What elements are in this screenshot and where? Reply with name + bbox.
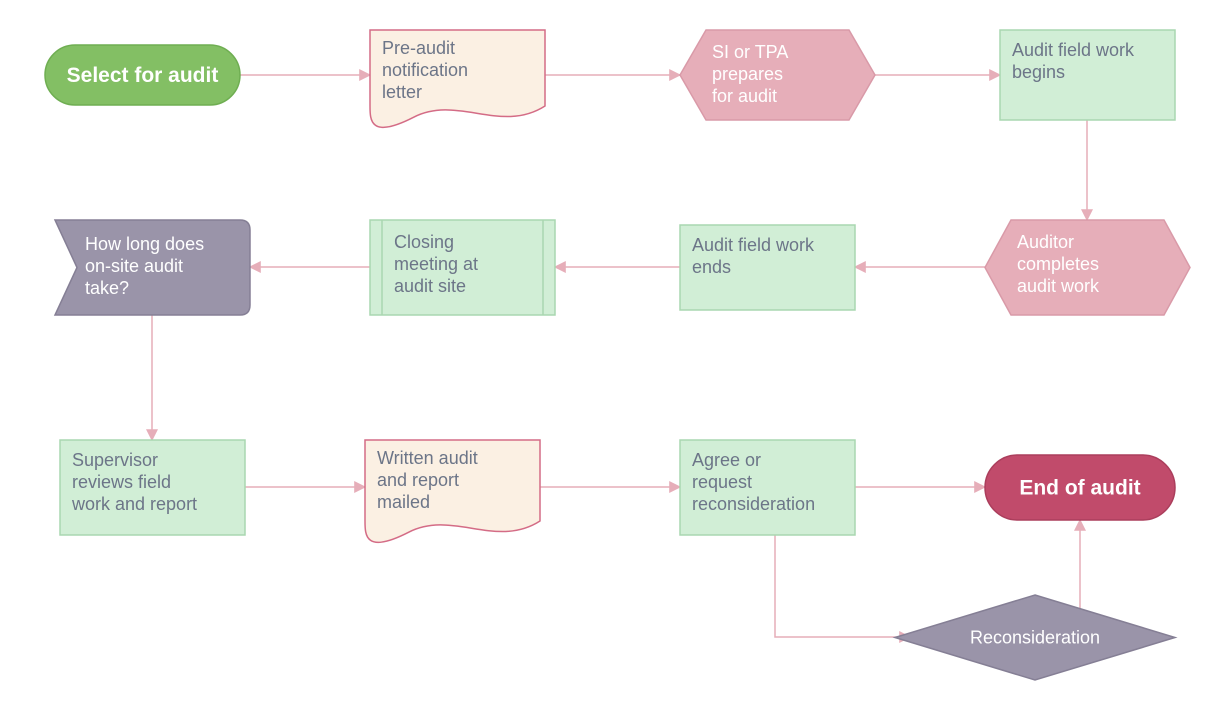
node-n7: Closingmeeting ataudit site bbox=[370, 220, 555, 315]
edge-n11-n12 bbox=[775, 535, 910, 637]
flowchart-canvas: Select for audit Pre-auditnotificationlet… bbox=[0, 0, 1216, 721]
node-n8: How long doeson-site audittake? bbox=[55, 220, 250, 315]
svg-text:Select for audit: Select for audit bbox=[67, 64, 219, 87]
svg-text:End of audit: End of audit bbox=[1019, 477, 1140, 500]
node-n5: Auditorcompletesaudit work bbox=[985, 220, 1190, 315]
node-n10: Written auditand reportmailed bbox=[365, 440, 540, 542]
node-n6: Audit field workends bbox=[680, 225, 855, 310]
node-n3: SI or TPApreparesfor audit bbox=[680, 30, 875, 120]
svg-text:SI or TPApreparesfor audit: SI or TPApreparesfor audit bbox=[712, 42, 788, 106]
node-n4: Audit field workbegins bbox=[1000, 30, 1175, 120]
node-n9: Supervisorreviews fieldwork and report bbox=[60, 440, 245, 535]
node-end: End of audit bbox=[985, 455, 1175, 520]
node-n12: Reconsideration bbox=[895, 595, 1175, 680]
node-n11: Agree orrequestreconsideration bbox=[680, 440, 855, 535]
svg-text:Reconsideration: Reconsideration bbox=[970, 628, 1100, 648]
node-start: Select for audit bbox=[45, 45, 240, 105]
node-n2: Pre-auditnotificationletter bbox=[370, 30, 545, 127]
